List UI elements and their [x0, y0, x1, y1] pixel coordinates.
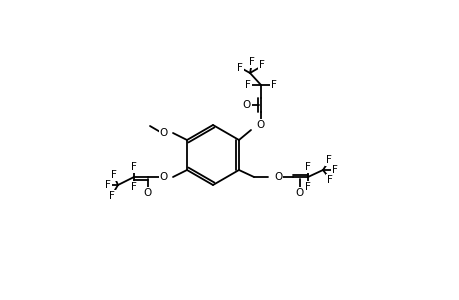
Text: F: F: [245, 80, 251, 90]
Text: F: F: [331, 165, 337, 175]
Text: O: O: [274, 172, 282, 182]
Text: F: F: [248, 57, 254, 67]
Text: O: O: [295, 188, 303, 198]
Text: F: F: [131, 182, 137, 192]
Text: O: O: [256, 120, 263, 130]
Text: F: F: [258, 60, 264, 70]
Text: F: F: [131, 162, 137, 172]
Text: F: F: [304, 162, 310, 172]
Text: F: F: [270, 80, 276, 90]
Text: F: F: [111, 170, 117, 180]
Text: F: F: [325, 155, 331, 165]
Text: O: O: [242, 100, 251, 110]
Text: F: F: [105, 180, 111, 190]
Text: F: F: [304, 182, 310, 192]
Text: F: F: [326, 175, 332, 185]
Text: F: F: [109, 191, 115, 201]
Text: F: F: [236, 63, 242, 73]
Text: O: O: [159, 128, 168, 138]
Text: O: O: [159, 172, 168, 182]
Text: O: O: [144, 188, 152, 198]
